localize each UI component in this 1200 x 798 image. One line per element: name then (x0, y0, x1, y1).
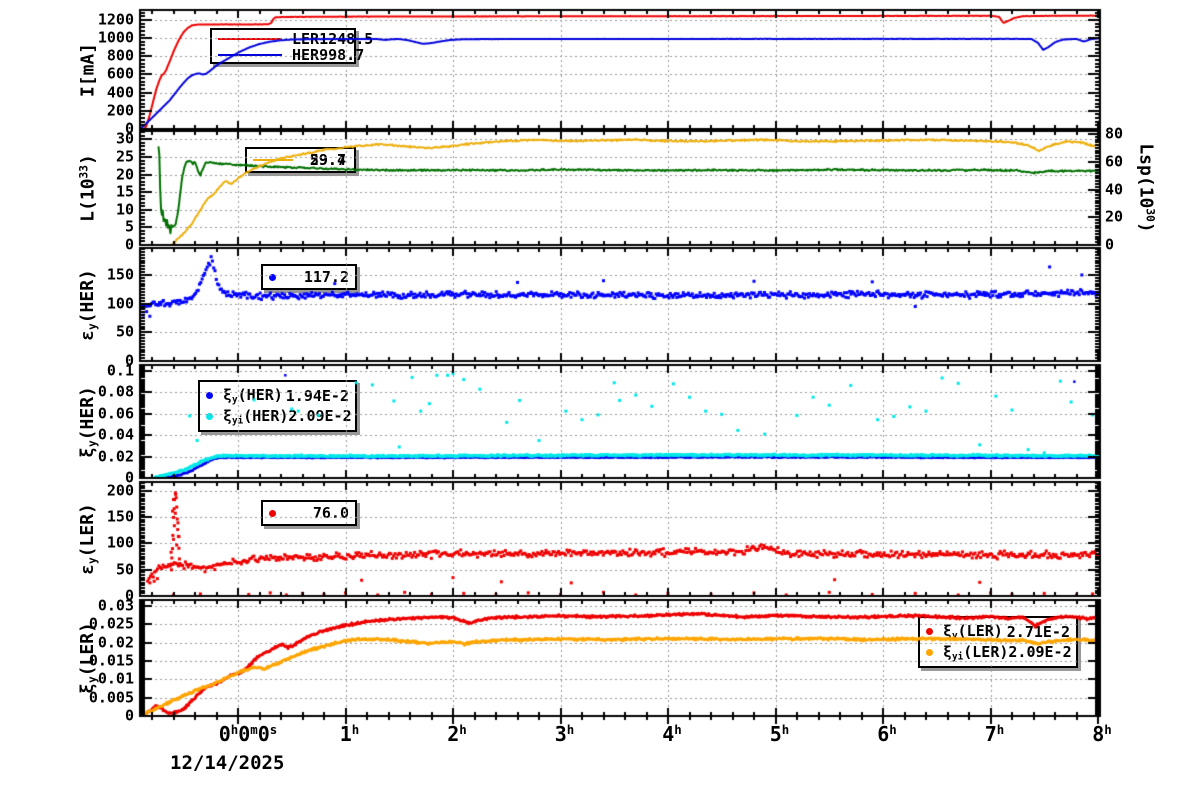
plots-canvas (0, 0, 1200, 798)
beam-monitor-figure: LER1248.5HER998.729.459.7117.2ξy(HER)1.9… (0, 0, 1200, 798)
